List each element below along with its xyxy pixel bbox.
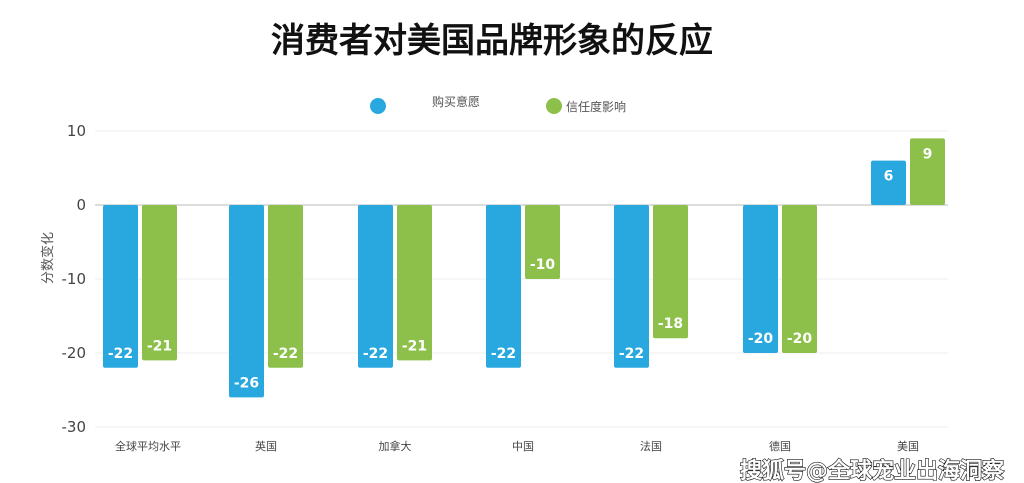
- legend-marker: [370, 98, 386, 114]
- data-label: -22: [273, 346, 298, 362]
- bar: [910, 138, 945, 205]
- data-label: 9: [923, 146, 933, 162]
- bar: [397, 205, 432, 361]
- y-tick-label: -10: [62, 270, 87, 288]
- bar: [614, 205, 649, 368]
- data-label: -18: [658, 316, 683, 332]
- data-label: -21: [147, 338, 172, 354]
- category-label: 德国: [769, 439, 791, 453]
- bar: [782, 205, 817, 353]
- bar: [103, 205, 138, 368]
- y-axis-ticks: 10 0 -10 -20 -30: [62, 122, 87, 436]
- data-label: -22: [491, 346, 516, 362]
- data-label: -21: [402, 338, 427, 354]
- legend-marker: [546, 98, 562, 114]
- data-label: -20: [748, 331, 774, 347]
- data-label: 6: [884, 169, 894, 185]
- bar: [871, 160, 906, 205]
- data-label: -22: [108, 346, 133, 362]
- category-label: 全球平均水平: [115, 439, 181, 453]
- bar: [743, 205, 778, 353]
- bars: -22 -21 -26 -22 -22 -21 -22 -10 -22 -18 -20 -20 6 9: [103, 138, 945, 398]
- bar: [358, 205, 393, 368]
- category-label: 法国: [640, 439, 662, 453]
- x-axis-categories: 全球平均水平 英国 加拿大 中国 法国 德国 美国: [115, 439, 919, 453]
- legend-label: 购买意愿: [432, 94, 480, 109]
- gridlines: [95, 130, 948, 428]
- data-label: -20: [787, 331, 813, 347]
- bar: [268, 205, 303, 368]
- data-label: -22: [363, 346, 388, 362]
- y-axis-label: 分数变化: [40, 232, 56, 284]
- chart-title: 消费者对美国品牌形象的反应: [271, 21, 713, 61]
- bar: [142, 205, 177, 361]
- watermark: 搜狐号@全球宠业出海洞察: [740, 458, 1005, 483]
- category-label: 中国: [512, 440, 534, 453]
- bar: [229, 205, 264, 398]
- legend: 购买意愿 信任度影响: [370, 94, 626, 114]
- bar: [653, 205, 688, 339]
- y-tick-label: -20: [62, 344, 87, 362]
- category-label: 加拿大: [379, 439, 412, 453]
- y-tick-label: -30: [62, 418, 87, 436]
- data-label: -26: [234, 375, 259, 391]
- y-tick-label: 10: [67, 122, 86, 140]
- legend-label: 信任度影响: [566, 99, 626, 114]
- bar: [525, 205, 560, 279]
- bar: [486, 205, 521, 368]
- data-label: -10: [530, 257, 556, 273]
- category-label: 英国: [255, 439, 277, 453]
- y-tick-label: 0: [76, 196, 86, 214]
- data-label: -22: [619, 346, 644, 362]
- category-label: 美国: [897, 440, 919, 453]
